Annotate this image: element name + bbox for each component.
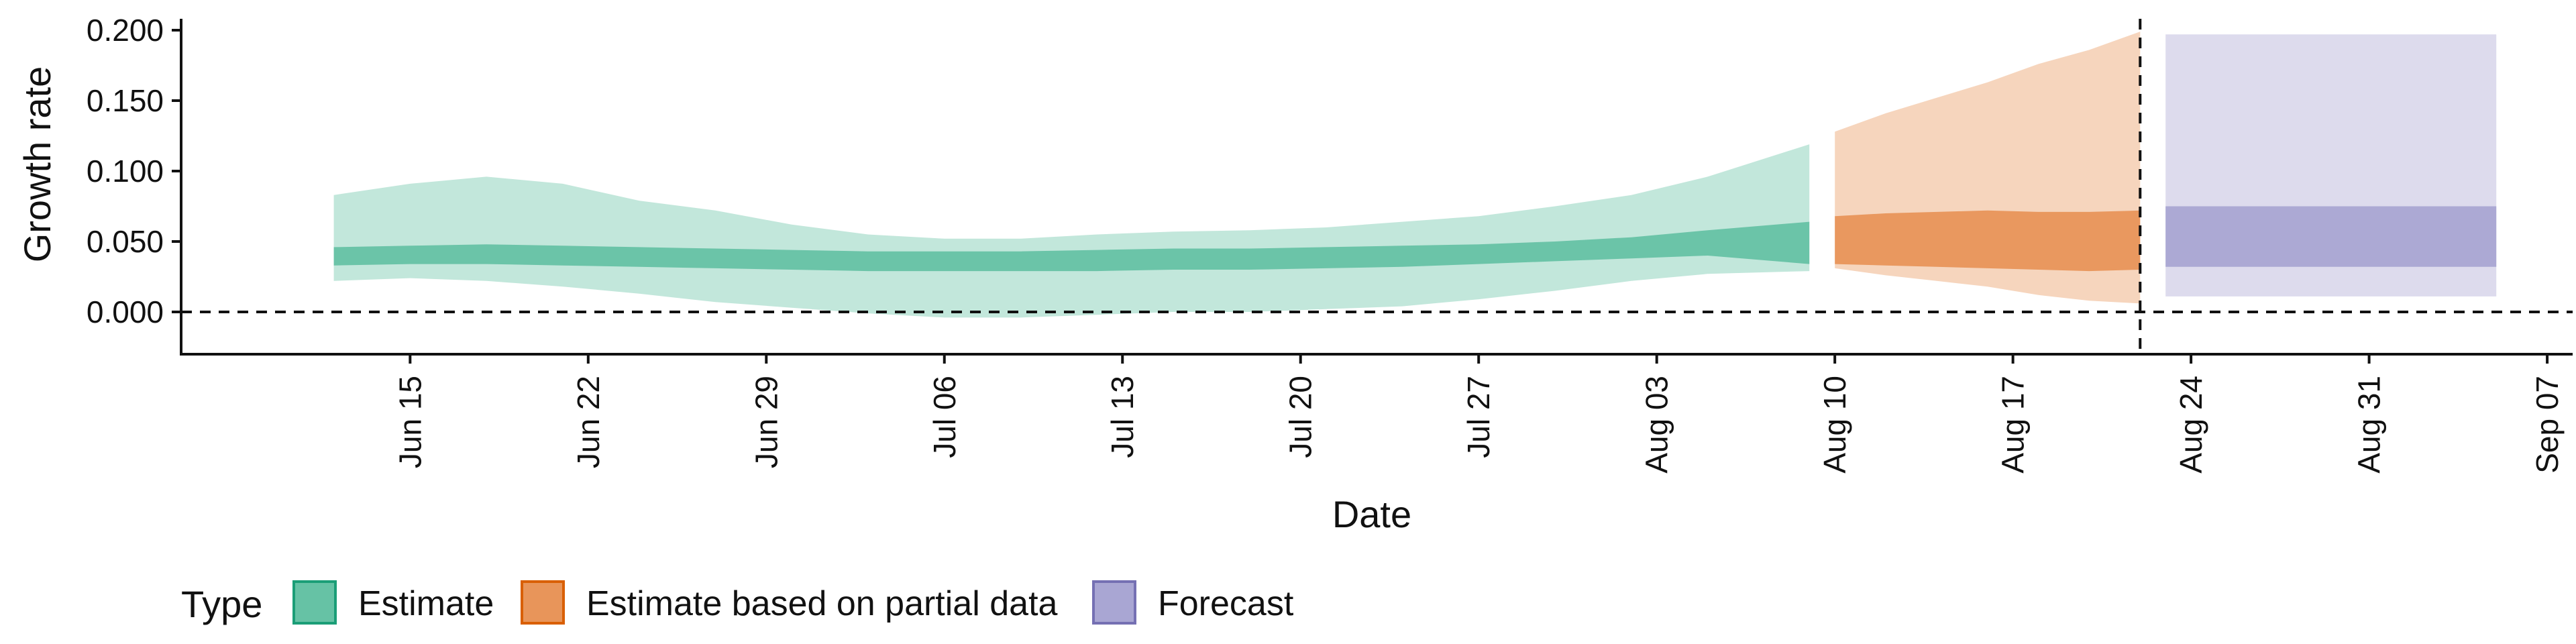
legend-title: Type <box>181 583 262 625</box>
x-tick-label: Jul 20 <box>1283 376 1318 458</box>
y-tick-label: 0.100 <box>87 154 164 189</box>
x-tick-label: Jun 29 <box>749 376 784 468</box>
tick-labels: 0.000 0.050 0.100 0.150 0.200 Jun 15 Jun 22 Jun… <box>87 13 2565 474</box>
x-axis-title: Date <box>1332 493 1411 535</box>
legend-label-forecast: Forecast <box>1158 584 1294 623</box>
bands-layer <box>333 32 2497 318</box>
y-tick-label: 0.200 <box>87 13 164 48</box>
y-tick-label: 0.150 <box>87 83 164 118</box>
x-tick-label: Aug 31 <box>2352 376 2387 474</box>
y-tick-label: 0.050 <box>87 224 164 259</box>
reference-lines <box>181 19 2573 354</box>
x-tick-label: Aug 24 <box>2174 376 2208 474</box>
y-axis-title: Growth rate <box>16 66 58 263</box>
band-90-estimate <box>333 144 1810 318</box>
x-tick-label: Jun 15 <box>392 376 427 468</box>
x-tick-label: Jul 27 <box>1461 376 1496 458</box>
x-tick-label: Aug 17 <box>1996 376 2031 474</box>
x-tick-label: Jul 13 <box>1105 376 1140 458</box>
y-tick-label: 0.000 <box>87 294 164 329</box>
x-tick-label: Jun 22 <box>571 376 606 468</box>
band-50-forecast <box>2165 206 2497 267</box>
x-tick-label: Aug 03 <box>1640 376 1674 474</box>
axes <box>180 19 2573 356</box>
legend-label-estimate: Estimate <box>358 584 494 623</box>
legend-label-estimate-based-on-partial-data: Estimate based on partial data <box>586 584 1058 623</box>
legend-items: Estimate Estimate based on partial data Fo… <box>292 580 1294 625</box>
x-tick-label: Sep 07 <box>2530 376 2565 474</box>
band-50-estimate-based-on-partial-data <box>1835 210 2141 272</box>
legend: Type Estimate Estimate based on partial d… <box>181 580 1294 625</box>
legend-key-forecast <box>1092 580 1136 625</box>
legend-key-estimate-based-on-partial-data <box>521 580 565 625</box>
x-tick-label: Jul 06 <box>927 376 962 458</box>
x-tick-label: Aug 10 <box>1817 376 1852 474</box>
legend-key-estimate <box>292 580 337 625</box>
band-50-estimate <box>333 221 1810 272</box>
